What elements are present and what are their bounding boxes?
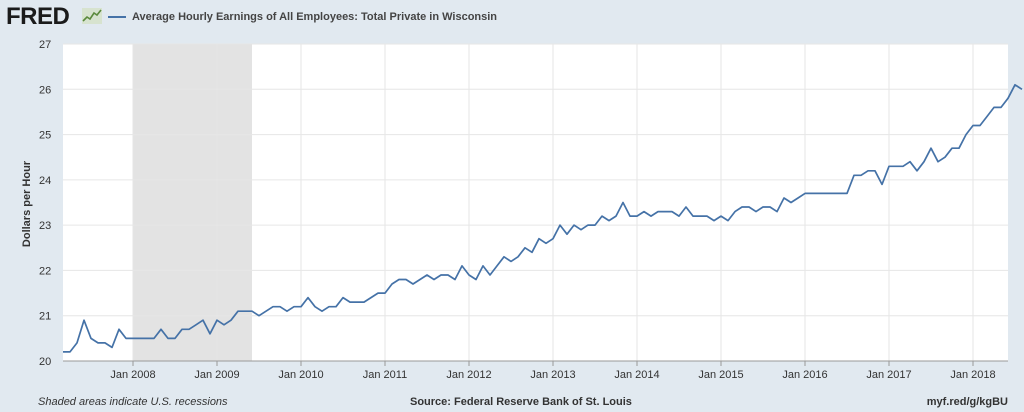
- chart-header: FRED Average Hourly Earnings of All Empl…: [0, 0, 1024, 36]
- x-tick-label: Jan 2014: [614, 369, 659, 381]
- y-tick-label: 25: [39, 130, 51, 142]
- legend-label: Average Hourly Earnings of All Employees…: [132, 11, 498, 23]
- x-tick-label: Jan 2013: [530, 369, 575, 381]
- y-tick-label: 22: [39, 265, 51, 277]
- source-text: Source: Federal Reserve Bank of St. Loui…: [410, 396, 632, 408]
- x-tick-label: Jan 2008: [110, 369, 155, 381]
- fred-logo: FRED: [6, 3, 70, 30]
- y-tick-label: 27: [39, 39, 51, 51]
- x-tick-label: Jan 2017: [866, 369, 911, 381]
- x-tick-label: Jan 2012: [446, 369, 491, 381]
- y-tick-label: 23: [39, 220, 51, 232]
- x-tick-label: Jan 2016: [782, 369, 827, 381]
- x-tick-label: Jan 2010: [278, 369, 323, 381]
- recession-shading: [133, 44, 252, 361]
- short-link[interactable]: myf.red/g/kgBU: [926, 396, 1008, 408]
- x-tick-label: Jan 2011: [363, 369, 407, 381]
- x-tick-label: Jan 2018: [950, 369, 995, 381]
- legend: Average Hourly Earnings of All Employees…: [108, 11, 497, 23]
- recession-note: Shaded areas indicate U.S. recessions: [38, 396, 228, 408]
- y-tick-label: 26: [39, 84, 51, 96]
- x-tick-label: Jan 2009: [194, 369, 239, 381]
- x-tick-label: Jan 2015: [698, 369, 743, 381]
- legend-swatch: [108, 16, 126, 18]
- y-tick-label: 20: [39, 356, 51, 368]
- y-tick-label: 21: [39, 311, 51, 323]
- y-axis-label: Dollars per Hour: [21, 160, 33, 248]
- y-tick-label: 24: [39, 175, 51, 187]
- series-line: [63, 83, 1023, 353]
- fred-logo-graph-icon: [82, 8, 102, 24]
